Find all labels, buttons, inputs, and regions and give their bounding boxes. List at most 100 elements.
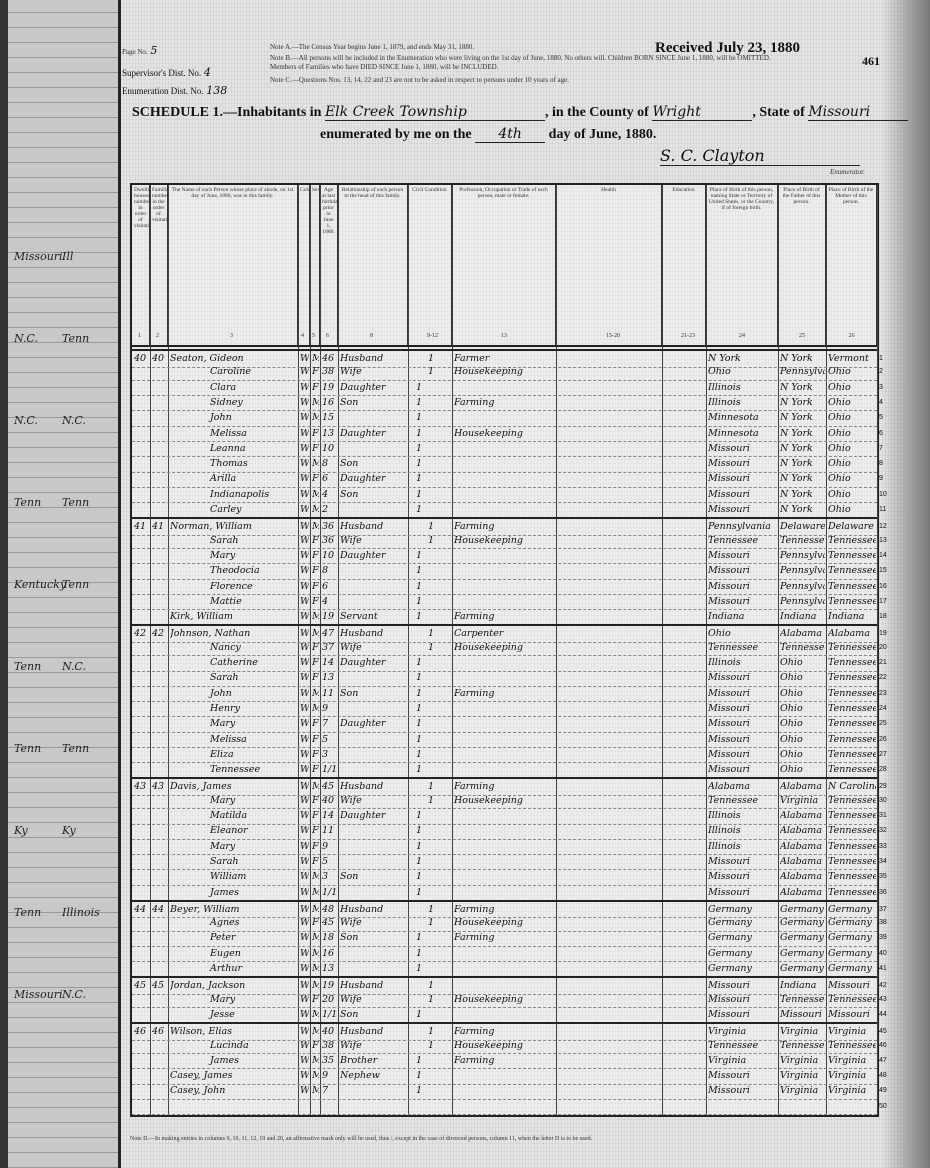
cell-mbp: Tennessee bbox=[828, 886, 876, 898]
cell-mbp: Germany bbox=[828, 932, 872, 944]
row-number: 5 bbox=[879, 414, 883, 422]
row-number: 21 bbox=[879, 659, 887, 666]
cell-color: W bbox=[300, 840, 309, 852]
cell-name: Thomas bbox=[210, 458, 248, 470]
cell-mbp: Ohio bbox=[828, 427, 851, 439]
cell-age: 1/12 bbox=[322, 1008, 337, 1020]
fragment-text: Ky bbox=[14, 824, 28, 837]
table-row: John WM11 Son 1 Farming Missouri Ohio Tennessee… bbox=[132, 686, 887, 703]
cell-name: Mary bbox=[210, 794, 236, 806]
cell-mbp: Germany bbox=[828, 917, 872, 929]
cell-fbp: Virginia bbox=[780, 794, 819, 806]
cell-civ: 1 bbox=[416, 565, 423, 577]
footer-note: Note D.—In making entries in columns 9, … bbox=[130, 1136, 593, 1142]
cell-rel: Husband bbox=[340, 521, 384, 533]
cell-civ: 1 bbox=[428, 781, 435, 793]
enumerator-signature: S. C. Clayton bbox=[660, 146, 860, 166]
cell-fbp: Ohio bbox=[780, 733, 803, 745]
row-number: 12 bbox=[879, 523, 887, 531]
cell-mbp: Germany bbox=[828, 963, 872, 974]
cell-color: W bbox=[300, 1085, 309, 1097]
cell-fbp: N York bbox=[780, 353, 813, 364]
column-header: Dwelling houses numbered in order of vis… bbox=[132, 185, 150, 345]
row-number: 29 bbox=[879, 783, 887, 791]
cell-fbp: Indiana bbox=[780, 980, 817, 992]
column-header: Age at last birthday prior to June 1, 18… bbox=[320, 185, 338, 345]
column-divider bbox=[310, 185, 311, 1115]
column-divider bbox=[150, 185, 151, 1115]
cell-civ: 1 bbox=[428, 993, 435, 1005]
cell-civ: 1 bbox=[416, 687, 423, 699]
column-divider bbox=[320, 185, 321, 1115]
cell-sex: M bbox=[312, 487, 319, 502]
cell-mbp: Missouri bbox=[828, 1008, 870, 1020]
column-divider bbox=[877, 185, 878, 1115]
cell-sex: M bbox=[312, 1024, 319, 1039]
cell-age: 38 bbox=[322, 366, 335, 378]
cell-name: Carley bbox=[210, 504, 242, 515]
table-row: Matilda W F 14 Daughter 1 Illinois Alabama Tenne… bbox=[132, 808, 887, 825]
cell-sex: F bbox=[312, 825, 319, 837]
cell-age: 13 bbox=[322, 427, 335, 439]
cell-mbp: Virginia bbox=[828, 1026, 867, 1038]
cell-sex: F bbox=[312, 549, 319, 561]
cell-name: John bbox=[210, 412, 232, 424]
cell-sex: M bbox=[312, 686, 319, 701]
row-number: 22 bbox=[879, 674, 887, 682]
cell-sex: F bbox=[312, 442, 319, 454]
cell-name: Melissa bbox=[210, 733, 247, 745]
cell-fbp: Pennsylvania bbox=[780, 366, 825, 378]
row-number: 37 bbox=[879, 905, 887, 913]
cell-mbp: Tennessee bbox=[828, 672, 876, 684]
cell-sex: F bbox=[312, 810, 319, 821]
table-row: Caroline W F 38 Wife 1 Housekeeping Ohio Pennsyl… bbox=[132, 364, 883, 381]
cell-name: Norman, William bbox=[170, 521, 252, 533]
table-row: Melissa W F 13 Daughter 1 Housekeeping Minnesot… bbox=[132, 426, 883, 442]
cell-mbp: Missouri bbox=[828, 980, 870, 992]
cell-bp: Missouri bbox=[708, 595, 750, 607]
column-header: Sex bbox=[310, 185, 320, 345]
table-row: Carley WM2 1 Missouri N York Ohio 11 bbox=[132, 502, 886, 519]
cell-occ: Housekeeping bbox=[454, 641, 523, 653]
column-header: The Name of each Person whose place of a… bbox=[168, 185, 298, 345]
column-divider bbox=[556, 185, 557, 1115]
cell-fbp: Alabama bbox=[780, 886, 822, 898]
cell-mbp: Ohio bbox=[828, 442, 851, 454]
cell-bp: Missouri bbox=[708, 488, 750, 500]
cell-age: 16 bbox=[322, 947, 335, 959]
cell-civ: 1 bbox=[416, 442, 423, 454]
cell-bp: Illinois bbox=[708, 825, 741, 837]
cell-sex: F bbox=[312, 733, 319, 745]
cell-f: 45 bbox=[152, 980, 165, 992]
cell-sex: M bbox=[312, 779, 319, 794]
cell-civ: 1 bbox=[428, 917, 435, 929]
cell-rel: Son bbox=[340, 488, 359, 500]
state-field: Missouri bbox=[808, 104, 909, 121]
cell-fbp: Alabama bbox=[780, 825, 822, 837]
cell-rel: Daughter bbox=[340, 718, 386, 730]
cell-mbp: Tennessee bbox=[828, 565, 876, 577]
cell-sex: F bbox=[312, 595, 319, 607]
cell-mbp: Tennessee bbox=[828, 1039, 876, 1051]
cell-rel: Daughter bbox=[340, 473, 386, 485]
cell-occ: Farmer bbox=[454, 353, 490, 364]
cell-fbp: Indiana bbox=[780, 611, 817, 623]
cell-bp: Virginia bbox=[708, 1026, 747, 1038]
cell-color: W bbox=[300, 628, 309, 640]
cell-name: Sarah bbox=[210, 672, 239, 684]
cell-name: Theodocia bbox=[210, 565, 260, 577]
cell-age: 3 bbox=[322, 748, 329, 760]
cell-bp: Illinois bbox=[708, 657, 741, 668]
note-a: Note A.—The Census Year begins June 1, 1… bbox=[270, 43, 475, 51]
column-divider bbox=[452, 185, 453, 1115]
cell-rel: Daughter bbox=[340, 657, 386, 668]
cell-civ: 1 bbox=[416, 412, 423, 424]
cell-rel: Nephew bbox=[340, 1070, 380, 1082]
column-number: 3 bbox=[230, 333, 233, 339]
cell-age: 11 bbox=[322, 687, 335, 699]
cell-civ: 1 bbox=[428, 353, 435, 364]
cell-age: 40 bbox=[322, 794, 335, 806]
cell-color: W bbox=[300, 672, 309, 684]
cell-fbp: Virginia bbox=[780, 1026, 819, 1038]
